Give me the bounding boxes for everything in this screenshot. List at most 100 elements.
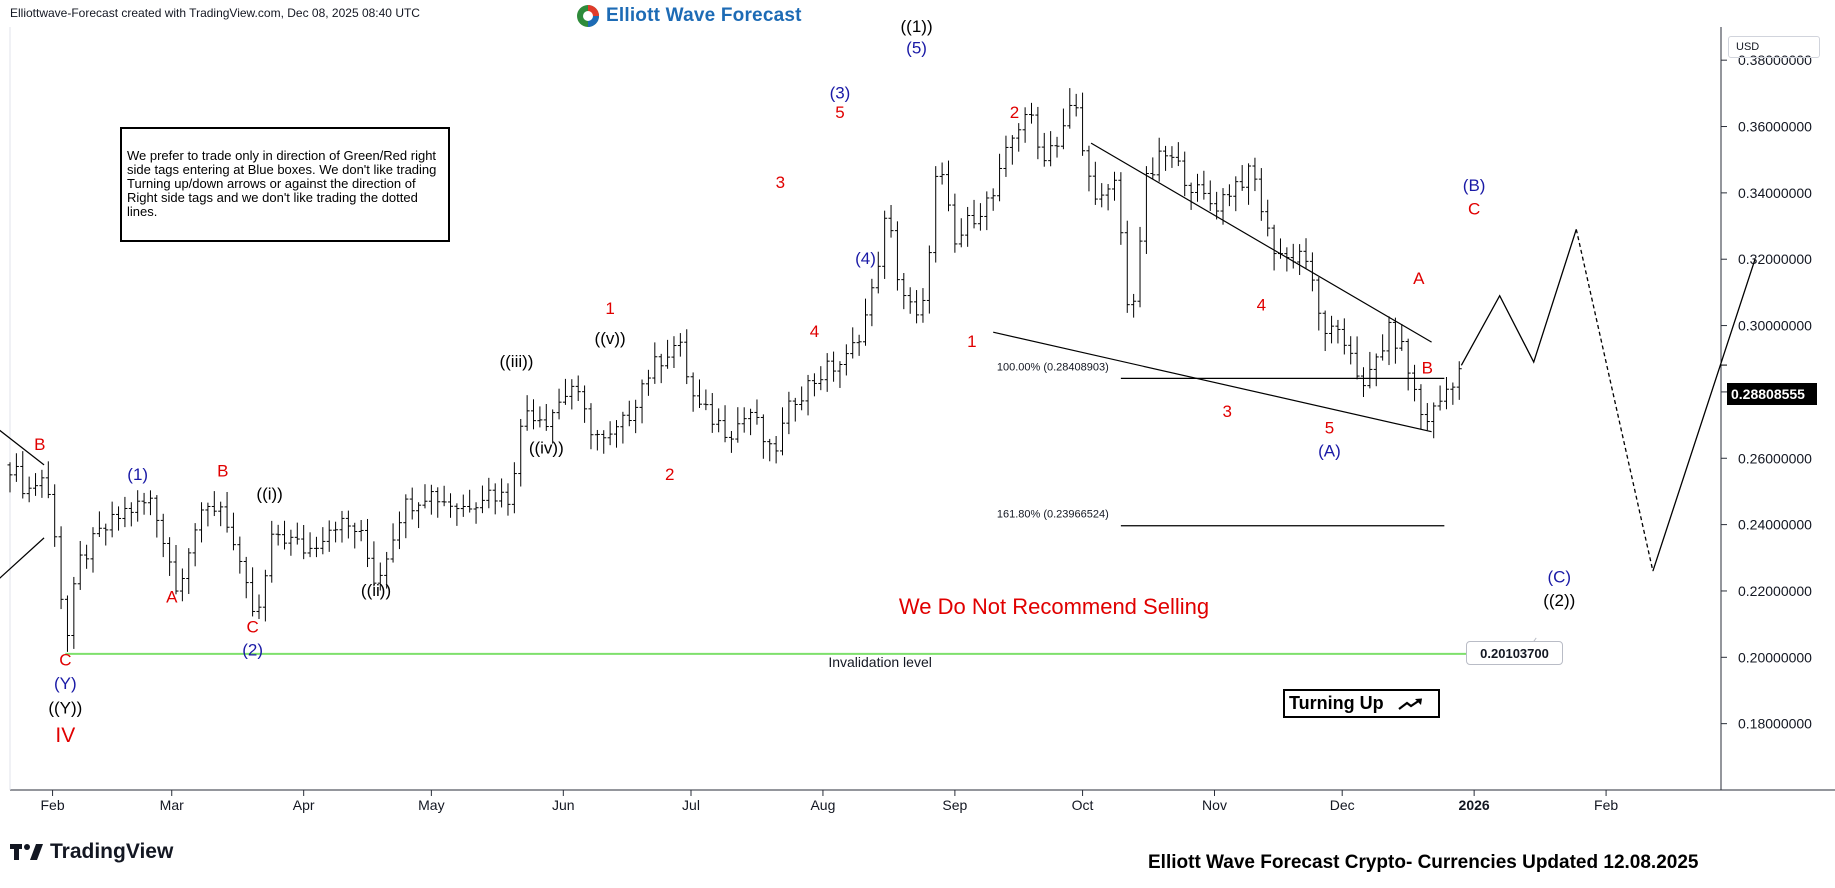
ohlc-bar bbox=[824, 353, 830, 392]
ohlc-bar bbox=[639, 379, 645, 424]
ohlc-bar bbox=[716, 408, 722, 433]
ohlc-bar bbox=[697, 379, 703, 409]
projection-path-final bbox=[1652, 259, 1756, 572]
x-tick-label: Apr bbox=[293, 797, 315, 813]
ohlc-bar bbox=[735, 407, 741, 443]
ohlc-bar bbox=[1028, 102, 1034, 124]
ohlc-bar bbox=[1022, 107, 1028, 143]
ohlc-bar bbox=[531, 399, 537, 430]
ohlc-bar bbox=[1277, 238, 1283, 259]
ohlc-bar bbox=[1450, 382, 1456, 405]
ohlc-bar bbox=[282, 520, 288, 550]
wave-label: A bbox=[166, 588, 178, 607]
x-tick-label: Jun bbox=[552, 797, 575, 813]
x-tick-label: Feb bbox=[1594, 797, 1618, 813]
current-price-tag: 0.28808555 bbox=[1727, 383, 1817, 405]
ohlc-bar bbox=[875, 251, 881, 294]
ohlc-bar bbox=[256, 594, 262, 620]
ohlc-bar bbox=[1105, 184, 1111, 211]
ohlc-bar bbox=[192, 523, 198, 567]
ohlc-bar bbox=[767, 438, 773, 462]
ohlc-bar bbox=[728, 431, 734, 453]
ohlc-bar bbox=[1341, 318, 1347, 355]
ohlc-bar bbox=[390, 523, 396, 563]
ohlc-bar bbox=[326, 520, 332, 552]
ohlc-bar bbox=[211, 491, 217, 517]
ohlc-bar bbox=[103, 523, 109, 546]
ohlc-bar bbox=[760, 414, 766, 459]
ohlc-bar bbox=[811, 373, 817, 397]
ohlc-bar bbox=[1156, 137, 1162, 182]
ohlc-bar bbox=[1226, 184, 1232, 207]
ohlc-bar bbox=[186, 548, 192, 594]
y-tick-label: 0.18000000 bbox=[1738, 716, 1812, 732]
ohlc-bar bbox=[524, 395, 530, 431]
created-by-text: Elliottwave-Forecast created with Tradin… bbox=[10, 6, 420, 20]
wave-label: B bbox=[1422, 359, 1433, 378]
ohlc-bar bbox=[894, 221, 900, 291]
wave-label: (5) bbox=[906, 39, 927, 58]
ohlc-bar bbox=[1137, 226, 1143, 308]
ohlc-bar bbox=[262, 569, 268, 622]
wave-label: ((Y)) bbox=[48, 699, 82, 718]
currency-selector[interactable]: USD bbox=[1728, 36, 1820, 58]
ohlc-bar bbox=[403, 494, 409, 539]
x-tick-label: Oct bbox=[1072, 797, 1094, 813]
ohlc-bar bbox=[1424, 403, 1430, 431]
ohlc-bar bbox=[658, 353, 664, 384]
ohlc-bar bbox=[1246, 163, 1252, 205]
ohlc-bar bbox=[1303, 238, 1309, 269]
ohlc-bar bbox=[428, 484, 434, 515]
x-tick-label: Mar bbox=[160, 797, 184, 813]
ohlc-bar bbox=[1207, 180, 1213, 211]
ohlc-bar bbox=[850, 327, 856, 359]
ohlc-bar bbox=[435, 487, 441, 518]
ohlc-bar bbox=[1143, 166, 1149, 254]
ohlc-bar bbox=[537, 406, 543, 428]
ohlc-bar bbox=[358, 519, 364, 542]
ohlc-bar bbox=[1175, 142, 1181, 167]
ohlc-bar bbox=[1086, 145, 1092, 192]
wave-label: 2 bbox=[665, 465, 674, 484]
wave-label: 4 bbox=[810, 322, 819, 341]
wave-label: B bbox=[217, 462, 228, 481]
ohlc-bar bbox=[1214, 191, 1220, 220]
ohlc-bar bbox=[945, 160, 951, 212]
ohlc-bar bbox=[479, 485, 485, 514]
ohlc-bar bbox=[269, 520, 275, 583]
ohlc-bar bbox=[250, 567, 256, 617]
invalidation-label: Invalidation level bbox=[828, 654, 932, 670]
ohlc-bar bbox=[971, 199, 977, 229]
projection-path-dashed bbox=[1575, 229, 1654, 572]
wave-label: C bbox=[59, 651, 71, 670]
ohlc-bar bbox=[473, 502, 479, 524]
ohlc-bar bbox=[467, 489, 473, 513]
wave-label: (Y) bbox=[54, 674, 77, 693]
y-tick-label: 0.36000000 bbox=[1738, 119, 1812, 135]
ohlc-bar bbox=[933, 166, 939, 263]
ohlc-bar bbox=[748, 408, 754, 436]
ohlc-bar bbox=[1092, 161, 1098, 205]
ohlc-bar bbox=[1443, 377, 1449, 410]
ohlc-bar bbox=[448, 493, 454, 518]
invalidation-value-callout: 0.20103700 bbox=[1466, 641, 1563, 665]
wave-label: B bbox=[34, 435, 45, 454]
ohlc-bar bbox=[199, 502, 205, 543]
wave-label: (C) bbox=[1547, 568, 1571, 587]
x-tick-label: Aug bbox=[810, 797, 835, 813]
ohlc-bar bbox=[20, 451, 26, 499]
ohlc-bar bbox=[64, 595, 70, 652]
ohlc-bar bbox=[1348, 336, 1354, 365]
ohlc-bar bbox=[965, 206, 971, 247]
ohlc-bar bbox=[1035, 106, 1041, 160]
ohlc-bar bbox=[160, 513, 166, 558]
ohlc-bar bbox=[396, 511, 402, 550]
ohlc-bar bbox=[173, 544, 179, 595]
trendline bbox=[1090, 142, 1432, 343]
ohlc-bar bbox=[722, 405, 728, 443]
ohlc-bar bbox=[543, 403, 549, 431]
ohlc-bar bbox=[486, 477, 492, 509]
fib-level-label: 100.00% (0.28408903) bbox=[997, 361, 1109, 373]
ohlc-bar bbox=[1392, 317, 1398, 364]
